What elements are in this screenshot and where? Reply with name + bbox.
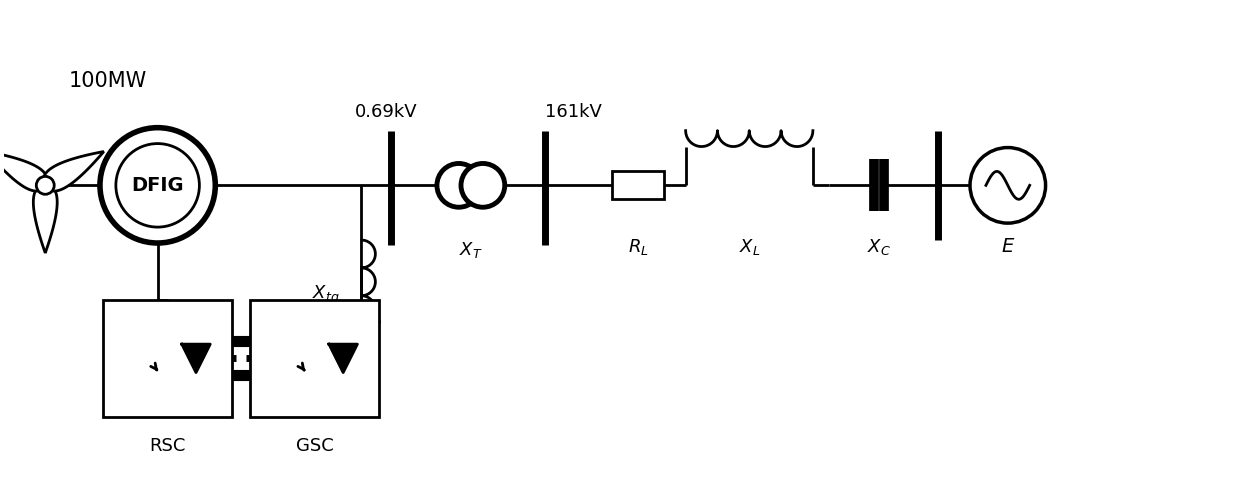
Circle shape [970, 148, 1045, 223]
Text: $X_T$: $X_T$ [459, 240, 482, 260]
Bar [250, 300, 379, 417]
Circle shape [36, 177, 55, 194]
Text: $X_{tg}$: $X_{tg}$ [312, 284, 340, 308]
Text: $X_L$: $X_L$ [739, 237, 760, 257]
Text: 161kV: 161kV [544, 103, 601, 121]
Circle shape [100, 127, 216, 243]
Circle shape [436, 163, 481, 207]
Polygon shape [33, 185, 57, 253]
Text: DFIG: DFIG [131, 176, 184, 195]
Text: GSC: GSC [296, 437, 334, 455]
Text: $E$: $E$ [1001, 237, 1014, 256]
Polygon shape [43, 152, 104, 191]
Polygon shape [329, 344, 357, 372]
Text: $X_C$: $X_C$ [867, 237, 890, 257]
Polygon shape [0, 152, 47, 191]
Text: $R_L$: $R_L$ [627, 237, 649, 257]
Bar [613, 171, 663, 199]
Circle shape [115, 144, 200, 227]
Polygon shape [182, 344, 211, 372]
Circle shape [461, 163, 505, 207]
Text: 100MW: 100MW [68, 71, 148, 91]
Bar [103, 300, 232, 417]
Text: 0.69kV: 0.69kV [355, 103, 418, 121]
Text: RSC: RSC [149, 437, 186, 455]
